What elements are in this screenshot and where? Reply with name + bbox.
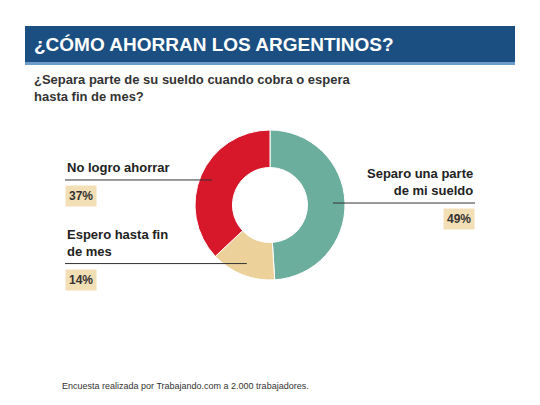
svg-text:Encuesta realizada por Trabaja: Encuesta realizada por Trabajando.com a … xyxy=(62,381,309,391)
svg-text:Separo una partede mi sueldo: Separo una partede mi sueldo xyxy=(367,166,473,198)
svg-text:¿CÓMO AHORRAN LOS ARGENTINOS?: ¿CÓMO AHORRAN LOS ARGENTINOS? xyxy=(34,34,394,55)
svg-text:14%: 14% xyxy=(69,273,93,287)
svg-text:No logro ahorrar: No logro ahorrar xyxy=(67,160,170,175)
svg-text:49%: 49% xyxy=(447,212,471,226)
svg-text:¿Separa parte de su sueldo cua: ¿Separa parte de su sueldo cuando cobra … xyxy=(34,72,350,104)
svg-text:37%: 37% xyxy=(69,189,93,203)
svg-text:Espero hasta finde mes: Espero hasta finde mes xyxy=(67,227,168,259)
